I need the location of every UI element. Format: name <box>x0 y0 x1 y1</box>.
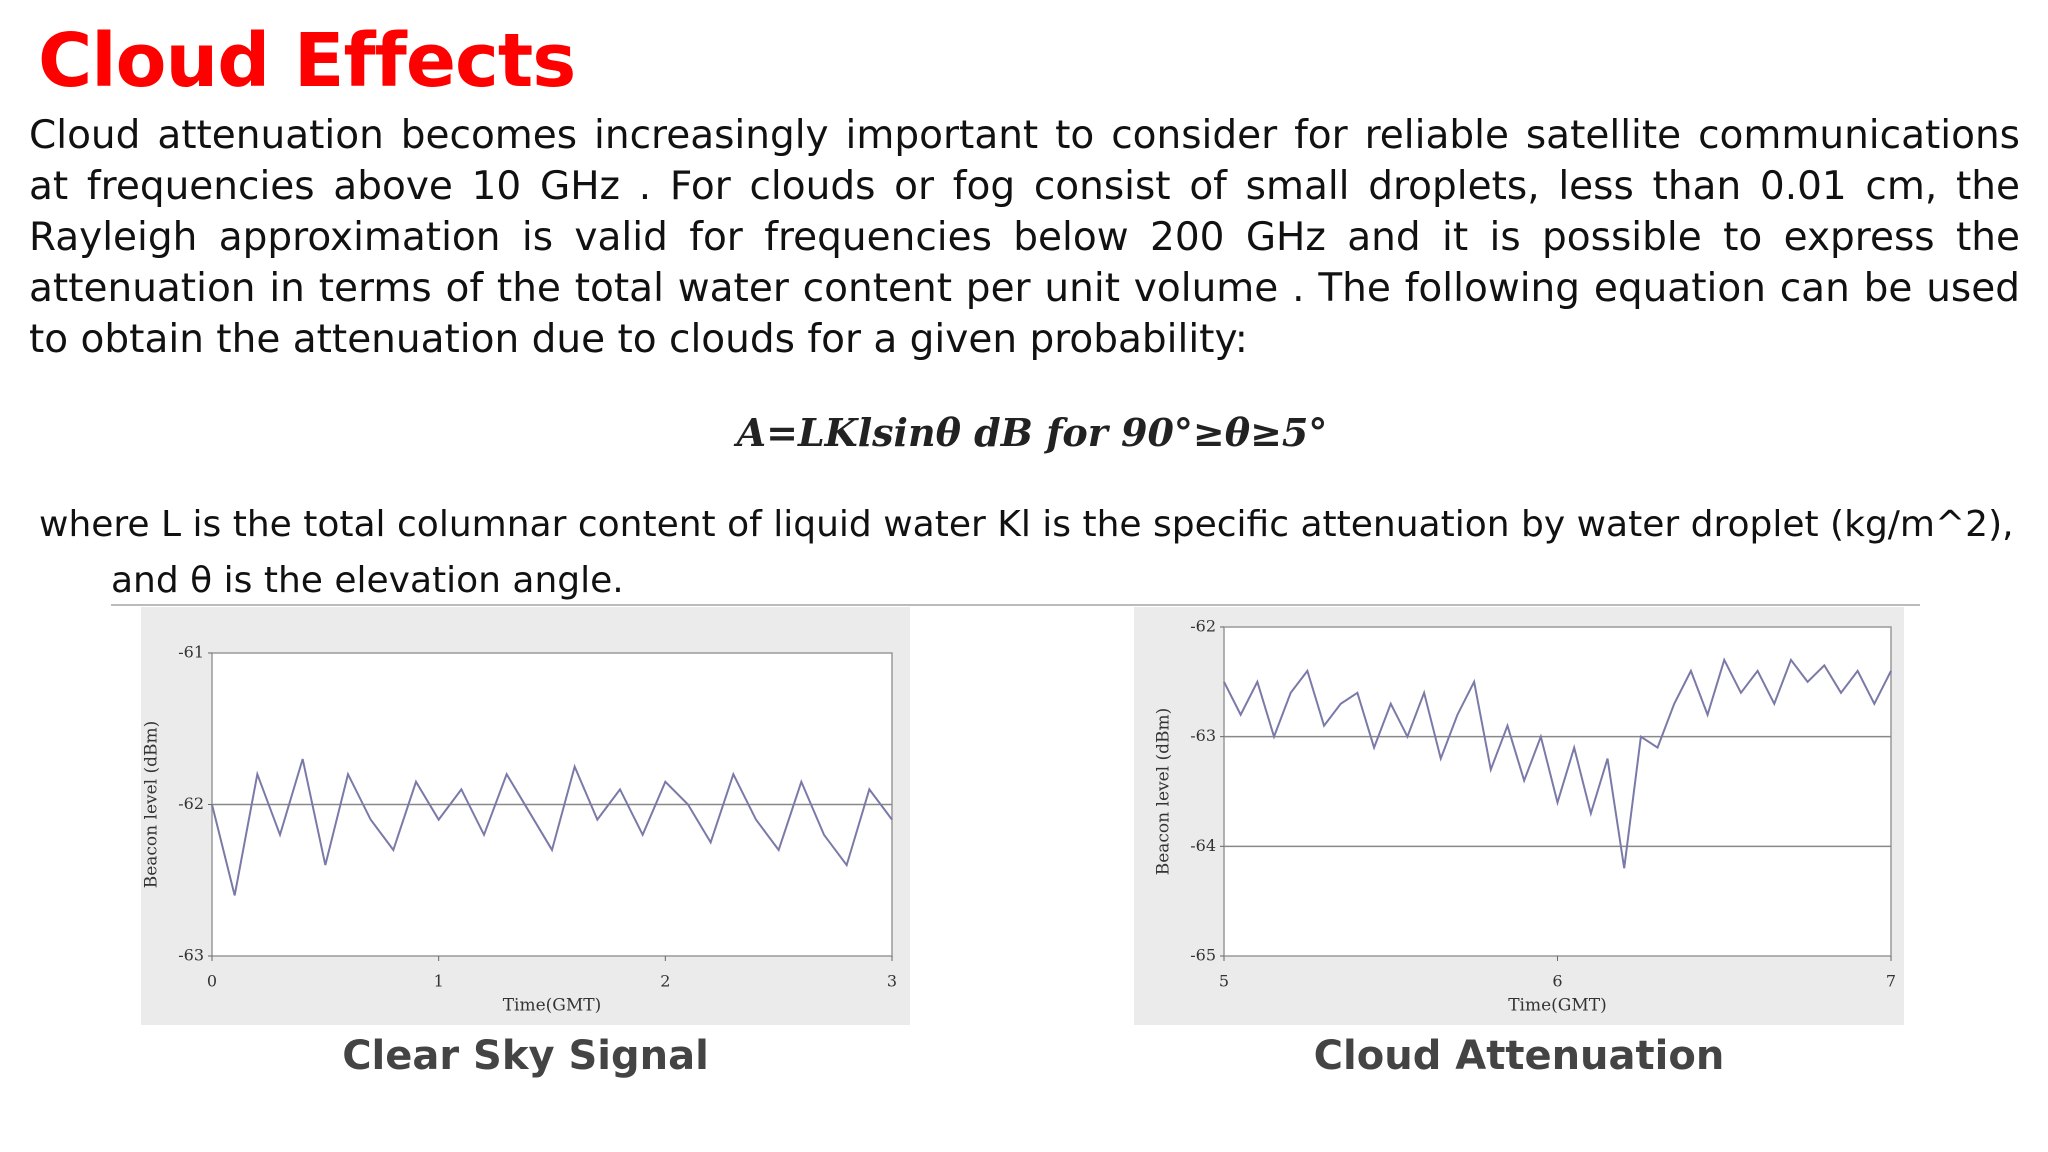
x-tick-label: 5 <box>1219 972 1229 991</box>
equation: A=LKlsinθ dB for 90°≥θ≥5° <box>736 410 1328 455</box>
x-tick-label: 1 <box>434 972 444 991</box>
y-tick-label: -64 <box>1190 836 1216 855</box>
y-tick-label: -63 <box>178 946 204 965</box>
chart-caption: Clear Sky Signal <box>342 1033 709 1079</box>
x-tick-label: 3 <box>887 972 897 991</box>
y-axis-label: Beacon level (dBm) <box>1154 708 1174 876</box>
y-tick-label: -62 <box>1190 617 1216 636</box>
plot-area <box>1223 626 1892 957</box>
x-tick-label: 7 <box>1886 972 1896 991</box>
x-tick-label: 2 <box>660 972 670 991</box>
x-tick-label: 6 <box>1552 972 1562 991</box>
data-line <box>1223 657 1892 869</box>
x-axis-label: Time(GMT) <box>503 996 602 1016</box>
chart-caption: Cloud Attenuation <box>1314 1033 1725 1079</box>
data-line <box>211 758 893 896</box>
y-tick-label: -62 <box>178 794 204 813</box>
x-axis-label: Time(GMT) <box>1508 996 1607 1016</box>
body-paragraph: Cloud attenuation becomes increasingly i… <box>29 113 2020 362</box>
y-tick-label: -61 <box>178 643 204 662</box>
y-tick-label: -65 <box>1190 946 1216 965</box>
x-tick-label: 0 <box>207 972 217 991</box>
y-axis-label: Beacon level (dBm) <box>142 721 162 889</box>
definition-text: where L is the total columnar content of… <box>39 504 2014 601</box>
y-tick-label: -63 <box>1190 726 1216 745</box>
slide-title: Cloud Effects <box>38 18 576 104</box>
